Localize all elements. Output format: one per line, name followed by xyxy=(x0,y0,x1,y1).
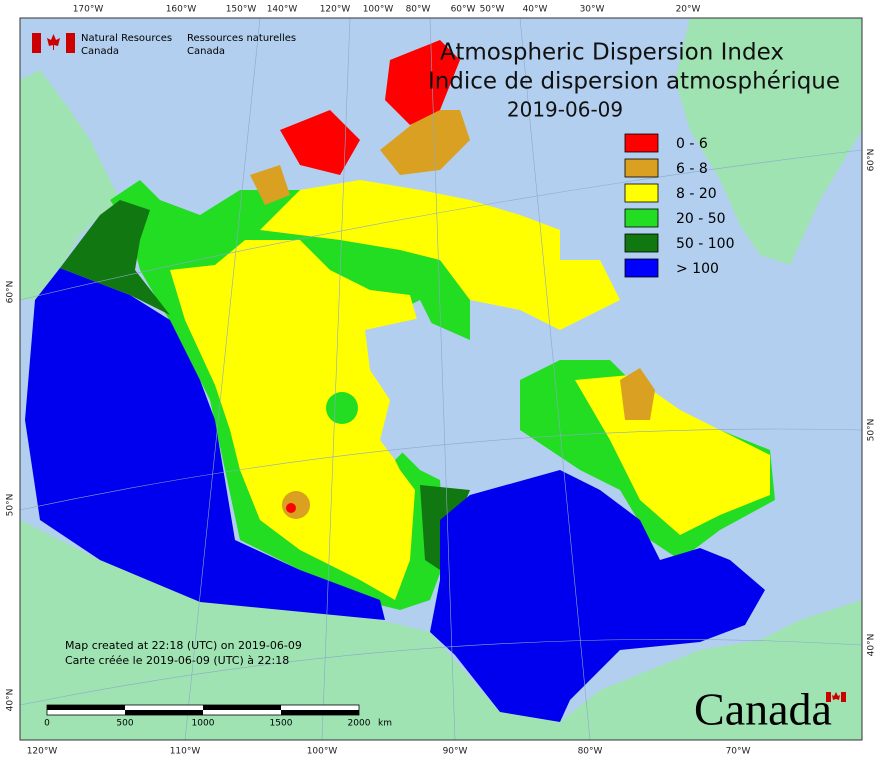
legend-label: > 100 xyxy=(676,261,719,277)
legend-label: 8 - 20 xyxy=(676,186,717,202)
legend-swatch xyxy=(624,133,659,153)
scale-label: 2000 xyxy=(348,719,371,729)
region-orange-arctic xyxy=(380,110,470,175)
wordmark: Canada xyxy=(694,684,846,735)
maple-leaf xyxy=(832,692,840,700)
graticule-label: 60°W xyxy=(451,5,476,15)
region-yellow-quebec xyxy=(575,375,770,535)
graticule-label: 90°W xyxy=(443,747,468,757)
wordmark-text: Canada xyxy=(694,684,832,735)
region-darkgreen-yukon xyxy=(60,200,170,315)
graticule-label: 50°N xyxy=(867,419,877,442)
region-orange-banks xyxy=(250,165,290,205)
graticule-label: 120°W xyxy=(320,5,351,15)
graticule-label: 60°N xyxy=(867,149,877,172)
scale-segment xyxy=(281,710,359,715)
graticule-label: 50°W xyxy=(480,5,505,15)
graticule-line xyxy=(19,428,863,511)
map-frame xyxy=(19,17,863,741)
graticule-label: 170°W xyxy=(73,5,104,15)
legend-swatch xyxy=(624,208,659,228)
frame-border xyxy=(19,17,863,741)
agency-en: Natural Resources xyxy=(81,33,172,44)
graticule-label: 80°W xyxy=(406,5,431,15)
graticule-line xyxy=(19,149,863,301)
legend-label: 50 - 100 xyxy=(676,236,735,252)
graticule-line xyxy=(519,17,591,741)
legend-swatch xyxy=(624,233,659,253)
graticule-label: 50°N xyxy=(6,494,16,517)
scale-label: 1000 xyxy=(192,719,215,729)
scale-segment xyxy=(125,710,203,715)
scale-bar: 0 500 1000 1500 2000 km xyxy=(44,704,392,729)
legend-swatch xyxy=(624,258,659,278)
region-green-spot xyxy=(326,392,358,424)
date: 2019-06-09 xyxy=(507,98,623,122)
region-orange-labrador xyxy=(620,368,655,420)
usa xyxy=(20,520,862,740)
graticule-label: 80°W xyxy=(578,747,603,757)
graticule-label: 100°W xyxy=(363,5,394,15)
region-red-spot xyxy=(286,503,296,513)
graticule-label: 30°W xyxy=(580,5,605,15)
region-blue-east xyxy=(430,470,765,722)
scale-label: 500 xyxy=(116,719,133,729)
graticule-label: 100°W xyxy=(307,747,338,757)
agency-fr: Canada xyxy=(187,46,225,57)
greenland xyxy=(675,18,862,265)
legend-label: 6 - 8 xyxy=(676,161,708,177)
scale-label: 0 xyxy=(44,719,50,729)
graticule-labels: 170°W 160°W 150°W 140°W 120°W 100°W 80°W 60°W 50… xyxy=(6,5,877,757)
flag-bar xyxy=(826,692,831,702)
flag-bar xyxy=(32,33,41,53)
legend-swatch xyxy=(624,158,659,178)
created-en: Map created at 22:18 (UTC) on 2019-06-09 xyxy=(65,639,302,652)
graticule-label: 20°W xyxy=(676,5,701,15)
flag-bar xyxy=(66,33,75,53)
region-red-ellesmere xyxy=(385,40,460,125)
graticule-label: 40°W xyxy=(523,5,548,15)
alaska xyxy=(20,70,120,300)
hudson-bay xyxy=(365,318,480,460)
region-yellow-arctic xyxy=(260,180,620,330)
graticule-label: 40°N xyxy=(867,634,877,657)
graticule-line xyxy=(429,17,456,741)
legend-label: 20 - 50 xyxy=(676,211,726,227)
region-yellow-central xyxy=(170,240,420,600)
graticule-label: 160°W xyxy=(166,5,197,15)
agency-fr: Ressources naturelles xyxy=(187,33,296,44)
graticule-label: 70°W xyxy=(726,747,751,757)
graticule-label: 40°N xyxy=(6,689,16,712)
graticule-label: 150°W xyxy=(226,5,257,15)
region-blue-west xyxy=(25,268,385,620)
graticule-label: 110°W xyxy=(170,747,201,757)
agency-logo: Natural Resources Canada Ressources natu… xyxy=(32,33,296,57)
graticule-line xyxy=(321,17,351,741)
scale-label: 1500 xyxy=(270,719,293,729)
scale-unit: km xyxy=(378,719,392,729)
region-red-islands xyxy=(280,110,360,175)
legend: 0 - 6 6 - 8 8 - 20 20 - 50 50 - 100 > 100 xyxy=(624,133,735,278)
graticule-label: 60°N xyxy=(6,281,16,304)
agency-en: Canada xyxy=(81,46,119,57)
graticule-line xyxy=(184,17,261,741)
title: Atmospheric Dispersion Index xyxy=(440,40,784,66)
region-orange-spot xyxy=(282,491,310,519)
graticule-lines xyxy=(19,17,863,741)
maple-leaf xyxy=(47,34,60,50)
graticule-label: 120°W xyxy=(27,747,58,757)
scale-segment xyxy=(47,705,125,710)
scale-segment xyxy=(203,705,281,710)
flag-bar xyxy=(841,692,846,702)
created-fr: Carte créée le 2019-06-09 (UTC) à 22:18 xyxy=(65,654,289,667)
legend-swatch xyxy=(624,183,659,203)
graticule-line xyxy=(19,639,863,706)
title: Indice de dispersion atmosphérique xyxy=(428,69,840,95)
graticule-label: 140°W xyxy=(267,5,298,15)
legend-label: 0 - 6 xyxy=(676,136,708,152)
